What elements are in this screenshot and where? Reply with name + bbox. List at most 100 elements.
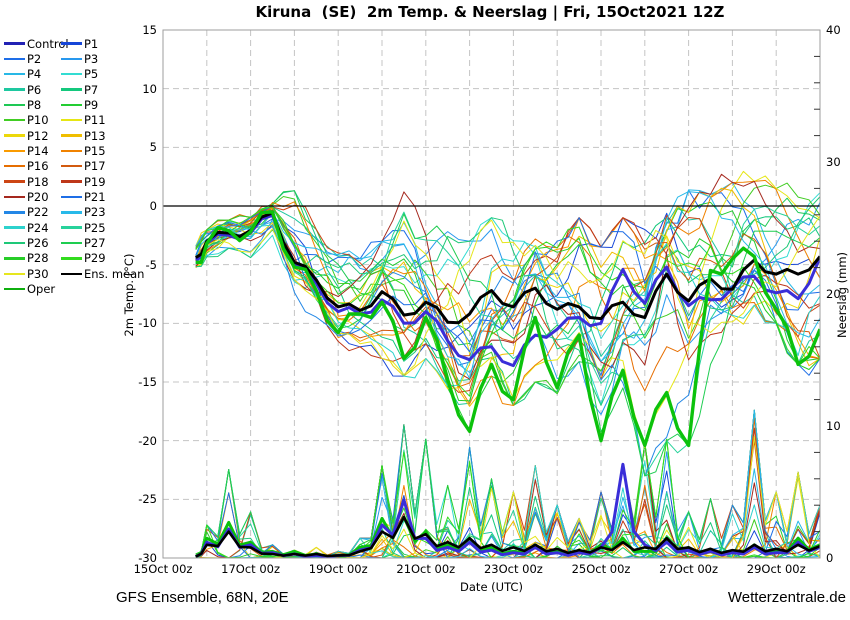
legend-label: P28	[27, 251, 49, 266]
temp-member-P25	[195, 205, 820, 477]
legend-label: P8	[27, 97, 42, 112]
precip-member-P2	[195, 409, 820, 558]
legend-label: P7	[84, 82, 99, 97]
legend-label: P4	[27, 67, 42, 82]
temp-member-P18	[195, 204, 820, 393]
legend-item-P17: P17	[61, 159, 106, 174]
precip-member-P22	[195, 409, 820, 558]
legend-item-P22: P22	[4, 205, 49, 220]
legend-item-P14: P14	[4, 143, 49, 158]
legend-swatch-P16	[4, 165, 25, 168]
legend-label: P24	[27, 220, 49, 235]
precip-member-P18	[195, 439, 820, 558]
legend-label: P25	[84, 220, 106, 235]
precip-member-P20	[195, 442, 820, 558]
legend-swatch-P18	[4, 180, 25, 183]
legend-swatch-P28	[4, 257, 25, 260]
legend-item-P4: P4	[4, 67, 41, 82]
legend-label: Control	[27, 36, 69, 51]
x-tick-29Oct-00z: 29Oct 00z	[746, 562, 806, 576]
y-left-tick-10: 10	[142, 81, 157, 96]
temp-member-P20	[195, 173, 820, 380]
x-tick-25Oct-00z: 25Oct 00z	[571, 562, 631, 576]
y-left-tick-15: 15	[142, 23, 157, 37]
legend-swatch-P3	[61, 57, 82, 61]
precip-member-P16	[195, 418, 820, 558]
precip-member-P3	[195, 424, 820, 558]
legend-label: P17	[84, 159, 106, 174]
precip-member-P5	[195, 438, 820, 558]
legend-label: P29	[84, 251, 106, 266]
legend-label: P22	[27, 205, 49, 220]
legend-item-P26: P26	[4, 236, 49, 251]
precip-member-P8	[195, 409, 820, 558]
legend-item-Control: Control	[4, 36, 69, 51]
legend-item-P8: P8	[4, 97, 41, 112]
precip-member-P19	[195, 427, 820, 558]
legend-swatch-P25	[61, 226, 82, 229]
legend-swatch-P13	[61, 134, 82, 137]
legend-label: P1	[84, 36, 99, 51]
legend-label: P15	[84, 143, 106, 158]
legend-swatch-P1	[61, 42, 82, 45]
temp-member-P19	[195, 209, 820, 362]
legend-item-P25: P25	[61, 220, 106, 235]
legend-item-P24: P24	[4, 220, 49, 235]
legend-item-P6: P6	[4, 82, 41, 97]
legend-label: P2	[27, 51, 42, 66]
legend-label: P26	[27, 236, 49, 251]
legend-item-P20: P20	[4, 190, 49, 205]
legend-swatch-P27	[61, 241, 82, 245]
legend-label: P21	[84, 190, 106, 204]
legend-label: P14	[27, 143, 49, 158]
legend-swatch-Oper	[4, 287, 25, 291]
legend-swatch-Control	[4, 42, 25, 45]
temp-member-P29	[195, 205, 820, 397]
precip-member-P28	[195, 438, 820, 558]
legend-item-P29: P29	[61, 251, 106, 266]
legend-item-P21: P21	[61, 190, 106, 205]
y-right-tick-20: 20	[826, 287, 841, 301]
legend-label: P20	[27, 190, 49, 204]
y-left-tick-5: 5	[149, 140, 157, 155]
legend-swatch-P5	[61, 72, 82, 76]
legend-swatch-P22	[4, 211, 25, 214]
legend-swatch-Ens-mean	[61, 272, 82, 275]
temp-member-P15	[195, 179, 820, 406]
precip-member-P30	[195, 435, 820, 558]
x-tick-17Oct-00z: 17Oct 00z	[221, 562, 281, 576]
legend-item-P3: P3	[61, 51, 98, 66]
y-left-tick--10: -10	[138, 316, 157, 331]
y-left-tick-0: 0	[149, 199, 157, 213]
legend-swatch-P15	[61, 149, 82, 153]
precip-member-P25	[195, 438, 820, 558]
legend-swatch-P21	[61, 195, 82, 199]
legend-label: P30	[27, 266, 49, 281]
y-left-tick--25: -25	[138, 492, 157, 507]
y-right-tick-0: 0	[826, 551, 834, 565]
legend-swatch-P20	[4, 195, 25, 199]
legend-item-P18: P18	[4, 174, 49, 189]
precip-member-P21	[195, 424, 820, 558]
precip-member-P26	[195, 424, 820, 558]
legend-swatch-P6	[4, 88, 25, 91]
precip-member-P9	[195, 409, 820, 558]
precip-member-P10	[195, 442, 820, 558]
legend-swatch-P2	[4, 57, 25, 61]
legend-swatch-P4	[4, 72, 25, 76]
y-right-axis-title: Neerslag (mm)	[835, 251, 849, 339]
legend-swatch-P12	[4, 134, 25, 137]
legend-item-P13: P13	[61, 128, 106, 143]
legend-swatch-P23	[61, 211, 82, 214]
legend-item-Ens-mean: Ens. mean	[61, 266, 144, 281]
temp-member-P3	[195, 202, 820, 415]
legend-item-P1: P1	[61, 36, 98, 51]
legend-item-P15: P15	[61, 143, 106, 158]
precip-member-P13	[195, 409, 820, 558]
legend-label: P5	[84, 67, 99, 82]
legend-label: P6	[27, 82, 42, 97]
series-lines	[194, 170, 820, 558]
x-tick-27Oct-00z: 27Oct 00z	[659, 562, 719, 576]
legend-item-P5: P5	[61, 67, 98, 82]
